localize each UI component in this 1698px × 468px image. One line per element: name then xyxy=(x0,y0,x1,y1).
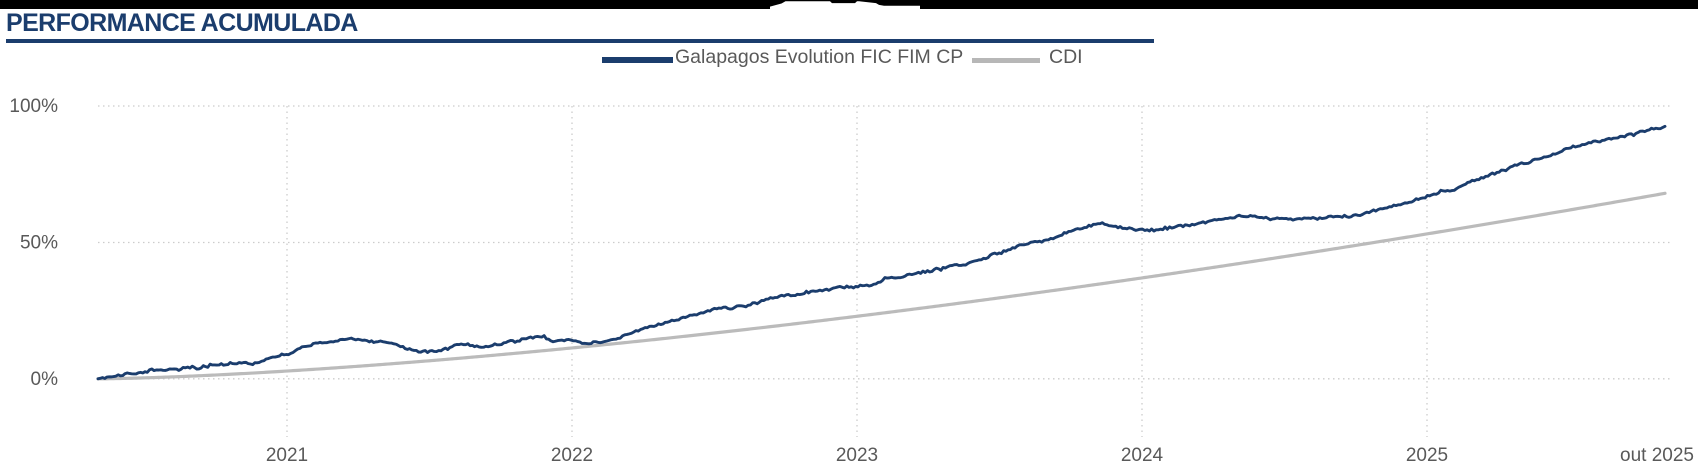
svg-text:out 2025: out 2025 xyxy=(1620,445,1694,466)
svg-text:100%: 100% xyxy=(9,96,58,117)
svg-text:2022: 2022 xyxy=(551,445,593,466)
svg-text:2024: 2024 xyxy=(1121,445,1164,466)
svg-text:2023: 2023 xyxy=(836,445,878,466)
svg-text:50%: 50% xyxy=(20,233,58,254)
svg-text:2025: 2025 xyxy=(1406,445,1448,466)
svg-text:2021: 2021 xyxy=(266,445,308,466)
svg-text:0%: 0% xyxy=(31,369,59,390)
